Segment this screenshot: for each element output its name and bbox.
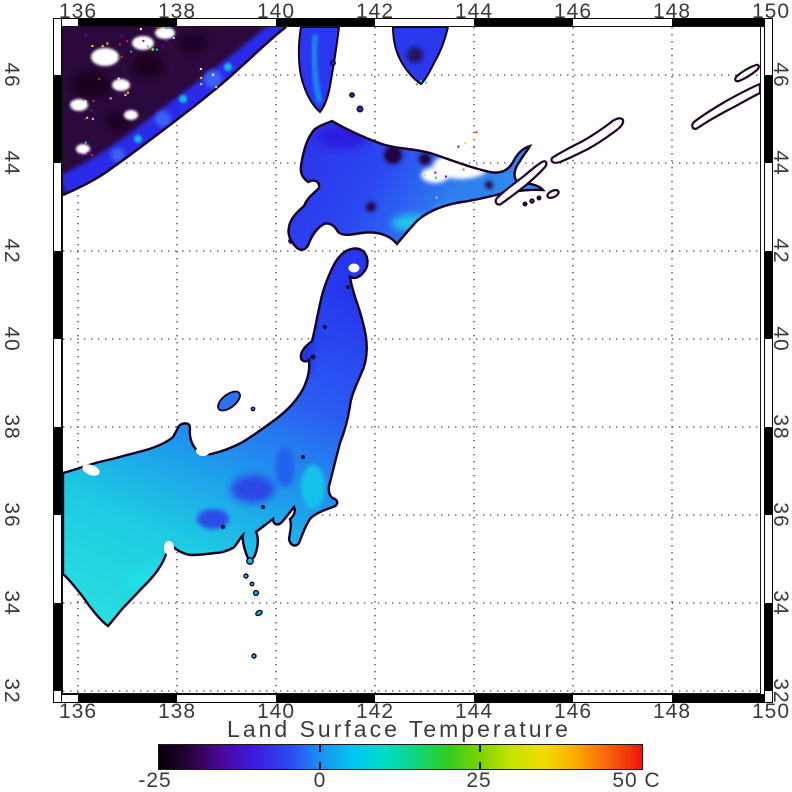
sakhalin-south-tail <box>297 26 450 113</box>
mutsu-bay <box>348 263 360 273</box>
lon-tick-label-bottom: 140 <box>256 700 296 723</box>
plot-title: Land Surface Temperature <box>227 716 571 742</box>
lon-tick-label-bottom: 136 <box>58 700 98 723</box>
lon-tick-label-bottom: 150 <box>751 700 791 723</box>
lat-tick-label-right: 44 <box>769 150 792 176</box>
lat-tick-label-left: 46 <box>0 62 23 88</box>
colorbar-gradient <box>158 744 643 770</box>
moneron-island <box>330 60 336 66</box>
lat-tick-label-left: 40 <box>0 326 23 352</box>
map-plot-area <box>61 25 762 694</box>
lat-tick-label-left: 32 <box>0 678 23 704</box>
map-canvas <box>61 25 762 693</box>
small-islands-south <box>217 390 263 659</box>
lon-tick-label-top: 148 <box>652 0 692 23</box>
sakhalin-landmass <box>61 25 288 197</box>
lat-tick-label-right: 36 <box>769 502 792 528</box>
rebun-island <box>349 92 355 98</box>
kuril-islet <box>734 63 760 83</box>
kuril-islands-outline <box>494 63 762 207</box>
habomai-islet <box>529 198 535 204</box>
lat-tick-label-right: 42 <box>769 238 792 264</box>
lon-tick-label-top: 150 <box>751 0 791 23</box>
colorbar-tick-label: -25 <box>138 769 172 792</box>
izu-islands <box>243 557 263 659</box>
lon-tick-label-top: 142 <box>355 0 395 23</box>
lat-tick-label-left: 44 <box>0 150 23 176</box>
lat-tick-label-left: 34 <box>0 590 23 616</box>
awashima-island <box>250 406 256 412</box>
lon-tick-label-bottom: 142 <box>355 700 395 723</box>
toyama-bay <box>196 446 210 456</box>
shikotan-island <box>546 189 560 199</box>
honshu-island <box>61 247 369 628</box>
noise-speckles <box>70 27 480 199</box>
lat-tick-label-right: 34 <box>769 590 792 616</box>
lon-tick-label-bottom: 138 <box>157 700 197 723</box>
etorofu-island <box>550 117 625 164</box>
lat-tick-label-right: 32 <box>769 678 792 704</box>
lat-tick-label-left: 36 <box>0 502 23 528</box>
map-border-right <box>764 18 773 703</box>
lat-tick-label-left: 38 <box>0 414 23 440</box>
map-border-left <box>53 18 62 703</box>
habomai-islet <box>536 195 542 201</box>
hokkaido-island <box>287 119 545 252</box>
lat-tick-label-right: 38 <box>769 414 792 440</box>
colorbar-tick <box>319 762 321 769</box>
lon-tick-label-top: 146 <box>553 0 593 23</box>
lon-tick-label-top: 138 <box>157 0 197 23</box>
lat-tick-label-right: 46 <box>769 62 792 88</box>
lon-tick-label-bottom: 148 <box>652 700 692 723</box>
lon-tick-label-top: 144 <box>454 0 494 23</box>
colorbar-tick-label: 50 <box>612 769 638 792</box>
colorbar-tick <box>479 762 481 769</box>
lat-tick-label-left: 42 <box>0 238 23 264</box>
lon-tick-label-bottom: 146 <box>553 700 593 723</box>
colorbar-tick-label: 0 <box>313 769 327 792</box>
sado-island <box>217 390 241 412</box>
ise-bay <box>164 541 174 555</box>
colorbar-tick <box>319 745 321 752</box>
rishiri-island <box>356 105 364 113</box>
colorbar-tick <box>479 745 481 752</box>
colorbar-unit-label: C <box>644 769 660 792</box>
urup-island <box>691 82 762 131</box>
colorbar-tick-label: 25 <box>466 769 492 792</box>
habomai-islet <box>522 201 528 207</box>
lat-tick-label-right: 40 <box>769 326 792 352</box>
lon-tick-label-top: 140 <box>256 0 296 23</box>
kunashiri-island <box>494 160 548 206</box>
wakasa-bay <box>82 464 100 476</box>
lon-tick-label-bottom: 144 <box>454 700 494 723</box>
lon-tick-label-top: 136 <box>58 0 98 23</box>
